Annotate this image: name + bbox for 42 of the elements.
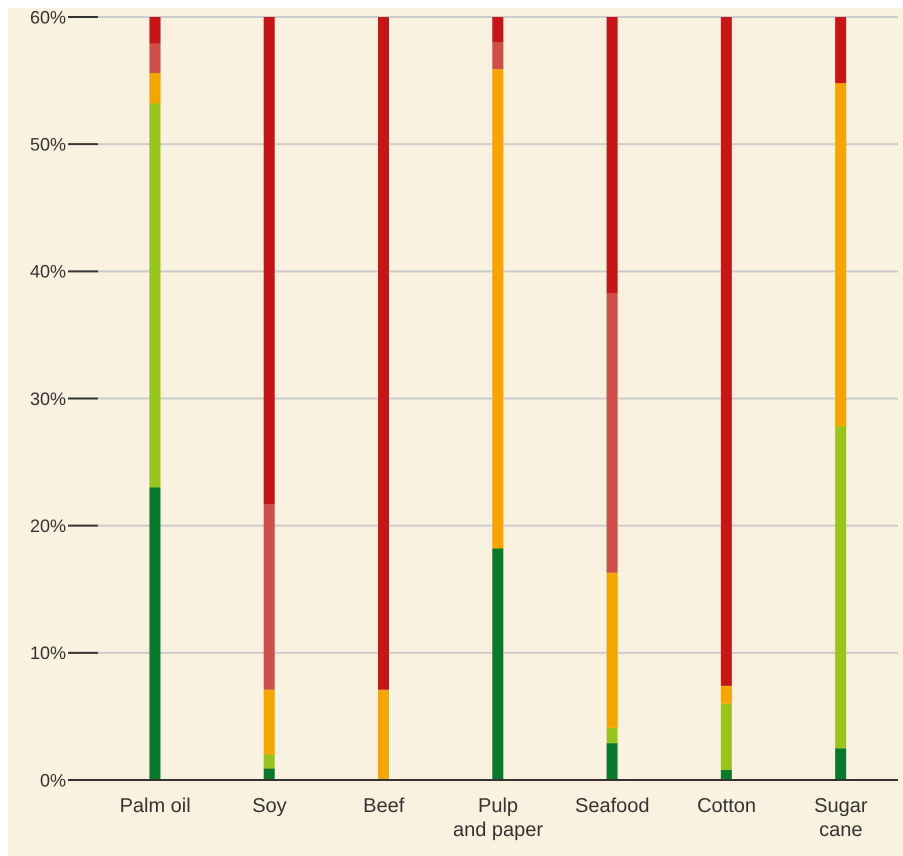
bar xyxy=(606,572,618,728)
bar xyxy=(606,17,618,293)
bar xyxy=(149,72,160,104)
x-tick-label: Soy xyxy=(252,795,287,817)
bar xyxy=(835,83,846,426)
bar xyxy=(378,690,389,780)
bar xyxy=(149,44,160,73)
bar xyxy=(492,42,504,70)
x-tick-label: Pulp and paper xyxy=(452,795,544,841)
bar xyxy=(606,743,618,780)
x-tick-label: Palm oil xyxy=(120,795,191,817)
bar xyxy=(492,69,504,549)
y-tick-label: 40% xyxy=(30,262,66,282)
x-tick-label: Cotton xyxy=(697,795,756,817)
bar xyxy=(149,17,160,44)
bar xyxy=(492,17,504,42)
y-tick-label: 0% xyxy=(40,770,66,790)
bar xyxy=(264,754,275,769)
bar xyxy=(264,17,275,504)
x-tick-label: Sugar cane xyxy=(814,795,868,841)
bar xyxy=(720,17,732,686)
x-tick-label: Seafood xyxy=(575,795,650,817)
y-tick-label: 20% xyxy=(30,516,66,536)
bar xyxy=(149,488,160,780)
bar xyxy=(606,728,618,744)
x-tick-label: Beef xyxy=(363,795,405,817)
bar xyxy=(606,292,618,573)
bar xyxy=(492,548,504,780)
y-tick-label: 60% xyxy=(30,7,66,28)
y-tick-label: 50% xyxy=(30,134,66,155)
bar xyxy=(835,426,846,748)
bar xyxy=(720,704,732,770)
bar xyxy=(835,748,846,780)
bar xyxy=(264,690,275,755)
y-tick-label: 30% xyxy=(30,388,66,409)
bar xyxy=(264,768,275,780)
bar xyxy=(835,17,846,84)
bar xyxy=(264,504,275,690)
bar xyxy=(720,686,732,704)
bar xyxy=(378,17,389,690)
bar xyxy=(149,103,160,488)
y-tick-label: 10% xyxy=(30,643,66,664)
